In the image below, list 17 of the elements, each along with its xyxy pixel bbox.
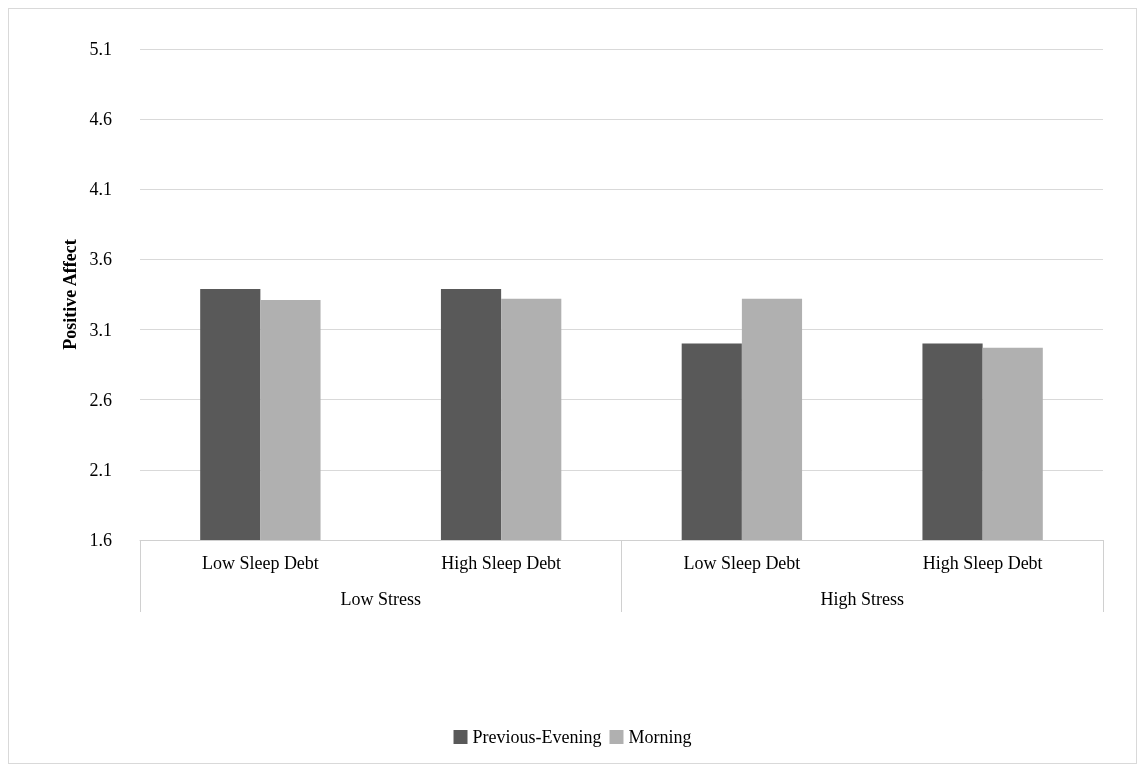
text: High Stress <box>820 589 905 609</box>
y-tick-label: 3.6 <box>89 249 112 270</box>
y-tick-label: 2.1 <box>89 459 112 480</box>
y-tick-label: 5.1 <box>89 39 112 59</box>
y-tick-label: 4.6 <box>89 109 112 130</box>
legend-label: Morning <box>628 727 692 747</box>
y-tick-label: 4.1 <box>89 179 112 200</box>
x-tick-label: High Sleep Debt <box>441 553 562 573</box>
x-tick-label: Low Sleep Debt <box>201 553 319 573</box>
x-tick-label: Low Sleep Debt <box>683 553 801 573</box>
y-tick-label: 3.1 <box>89 319 112 340</box>
y-tick-label: 1.6 <box>89 530 112 550</box>
legend-label: Previous-Evening <box>472 727 602 747</box>
text: Low Stress <box>340 589 421 609</box>
x-tick-label: High Sleep Debt <box>922 553 1043 573</box>
y-tick-label: 2.6 <box>89 389 112 410</box>
y-axis-title: Positive Affect <box>59 239 80 350</box>
